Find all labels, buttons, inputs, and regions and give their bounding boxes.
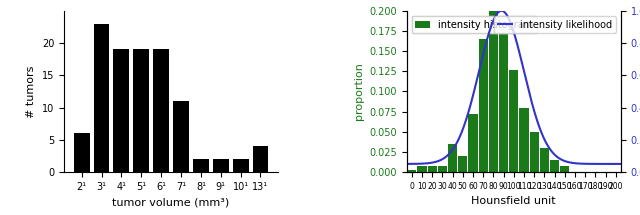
Bar: [193, 159, 209, 172]
Bar: [550, 160, 559, 172]
Bar: [233, 159, 248, 172]
Bar: [438, 166, 447, 172]
intensity likelihood: [546, 148, 554, 150]
intensity likelihood: [458, 131, 465, 134]
intensity likelihood: [497, 9, 505, 12]
Bar: [253, 146, 268, 172]
X-axis label: tumor volume (mm³): tumor volume (mm³): [113, 197, 230, 207]
X-axis label: Hounsfield unit: Hounsfield unit: [472, 196, 556, 206]
intensity likelihood: [403, 163, 410, 165]
Bar: [529, 132, 539, 172]
Bar: [133, 49, 149, 172]
Bar: [93, 24, 109, 172]
Bar: [407, 170, 417, 172]
Bar: [153, 49, 169, 172]
intensity likelihood: [441, 157, 449, 159]
Bar: [428, 166, 436, 172]
Bar: [509, 70, 518, 172]
Line: intensity likelihood: intensity likelihood: [406, 11, 621, 164]
Bar: [479, 39, 488, 172]
Y-axis label: proportion: proportion: [354, 62, 364, 120]
Bar: [74, 133, 90, 172]
intensity likelihood: [500, 10, 508, 13]
Bar: [489, 11, 498, 172]
Bar: [173, 101, 189, 172]
Y-axis label: # tumors: # tumors: [26, 65, 36, 118]
Legend: intensity histogram: intensity histogram: [412, 16, 537, 33]
Legend: intensity likelihood: intensity likelihood: [493, 16, 616, 33]
Bar: [519, 108, 529, 172]
intensity likelihood: [564, 161, 572, 163]
intensity likelihood: [529, 106, 537, 109]
Bar: [499, 29, 508, 172]
Bar: [540, 148, 549, 172]
Bar: [448, 144, 457, 172]
Bar: [458, 156, 467, 172]
Bar: [113, 49, 129, 172]
Bar: [417, 166, 426, 172]
Bar: [560, 166, 570, 172]
Bar: [468, 114, 477, 172]
intensity likelihood: [617, 163, 625, 165]
Bar: [212, 159, 228, 172]
